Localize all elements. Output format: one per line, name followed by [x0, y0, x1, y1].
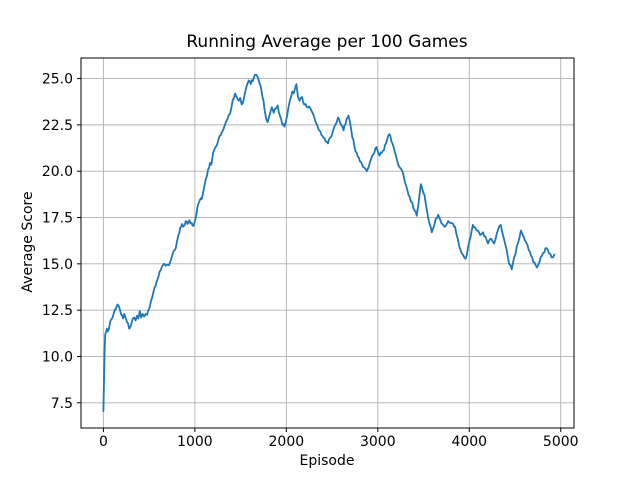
y-tick-label: 15.0: [42, 257, 73, 273]
y-tick-label: 25.0: [42, 72, 73, 88]
x-axis-label: Episode: [299, 453, 355, 469]
y-tick-label: 7.5: [51, 396, 73, 412]
y-tick-label: 20.0: [42, 164, 73, 180]
series-line-running-average: [102, 73, 556, 413]
y-tick-label: 12.5: [42, 303, 73, 319]
y-tick-label: 10.0: [42, 349, 73, 365]
x-tick-label: 3000: [360, 434, 396, 450]
x-tick-label: 5000: [543, 434, 579, 450]
y-tick-label: 17.5: [42, 211, 73, 227]
axes-spines: [80, 57, 575, 429]
x-tick-label: 0: [99, 434, 108, 450]
x-tick-label: 2000: [269, 434, 305, 450]
x-tick-label: 4000: [451, 434, 487, 450]
chart-title: Running Average per 100 Games: [186, 32, 468, 52]
y-axis-label: Average Score: [20, 191, 36, 293]
y-tick-label: 22.5: [42, 118, 73, 134]
x-tick-label: 1000: [177, 434, 213, 450]
